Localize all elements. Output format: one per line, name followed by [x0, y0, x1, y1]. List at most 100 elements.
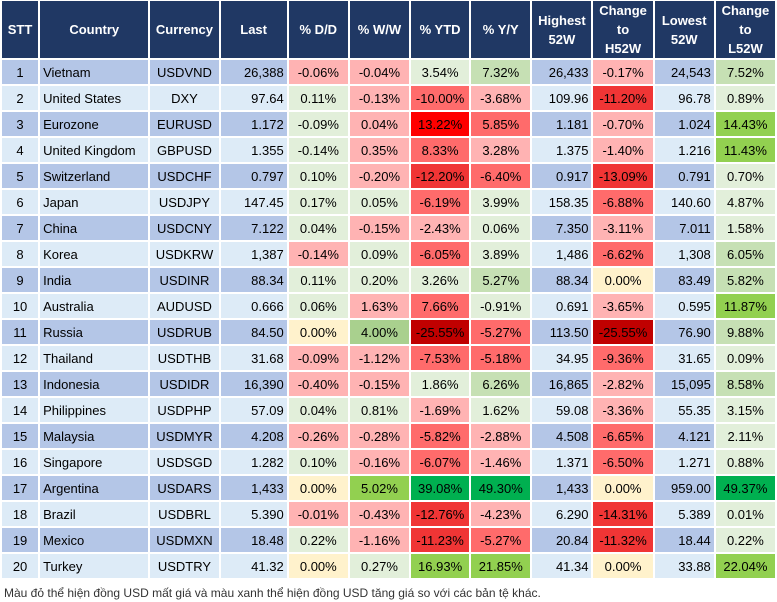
cell-l52: 5.82%: [715, 268, 775, 292]
cell-last: 147.45: [220, 190, 287, 214]
cell-ytd: -11.23%: [411, 528, 470, 552]
footnote: Màu đỏ thể hiện đồng USD mất giá và màu …: [4, 586, 541, 600]
column-header[interactable]: % W/W: [349, 1, 410, 58]
cell-ytd: 16.93%: [411, 554, 470, 578]
cell-h52: -0.17%: [593, 60, 653, 84]
cell-country: Vietnam: [40, 60, 149, 84]
table-row: 15 Malaysia USDMYR 4.208 -0.26% -0.28% -5.82% -…: [2, 424, 775, 448]
table-row: 1 Vietnam USDVND 26,388 -0.06% -0.04% 3.54% 7.3…: [2, 60, 775, 84]
column-header-label: % W/W: [357, 22, 402, 37]
cell-ytd: 1.86%: [411, 372, 470, 396]
cell-low: 7.011: [654, 216, 714, 240]
cell-low: 5.389: [654, 502, 714, 526]
column-header-label: % Y/Y: [482, 22, 519, 37]
cell-h52: -6.50%: [593, 450, 653, 474]
column-header-label: Highest: [538, 12, 586, 28]
cell-dd: -0.26%: [288, 424, 348, 448]
cell-ww: -0.28%: [349, 424, 410, 448]
column-header[interactable]: % D/D: [288, 1, 348, 58]
cell-ww: 0.20%: [349, 268, 410, 292]
cell-high: 4.508: [532, 424, 592, 448]
cell-l52: 22.04%: [715, 554, 775, 578]
cell-ytd: -6.05%: [411, 242, 470, 266]
column-header-label: to: [616, 22, 630, 37]
cell-low: 33.88: [654, 554, 714, 578]
cell-stt: 7: [2, 216, 39, 240]
cell-high: 16,865: [532, 372, 592, 396]
cell-currency: USDIDR: [150, 372, 219, 396]
column-header[interactable]: Change to L52W: [715, 1, 775, 58]
table-row: 19 Mexico USDMXN 18.48 0.22% -1.16% -11.23% -5.…: [2, 528, 775, 552]
cell-low: 0.791: [654, 164, 714, 188]
cell-yy: 5.85%: [471, 112, 531, 136]
cell-stt: 16: [2, 450, 39, 474]
cell-country: Indonesia: [40, 372, 149, 396]
cell-high: 1,433: [532, 476, 592, 500]
cell-last: 0.666: [220, 294, 287, 318]
column-header[interactable]: Change to H52W: [593, 1, 653, 58]
cell-currency: DXY: [150, 86, 219, 110]
cell-high: 1.181: [532, 112, 592, 136]
cell-ww: 0.81%: [349, 398, 410, 422]
column-header-label: L52W: [728, 41, 763, 56]
cell-high: 113.50: [532, 320, 592, 344]
cell-ww: 1.63%: [349, 294, 410, 318]
cell-last: 31.68: [220, 346, 287, 370]
cell-ww: -0.16%: [349, 450, 410, 474]
column-header[interactable]: % YTD: [411, 1, 470, 58]
cell-h52: -9.36%: [593, 346, 653, 370]
cell-yy: 3.99%: [471, 190, 531, 214]
column-header[interactable]: Last: [220, 1, 287, 58]
cell-ww: 0.35%: [349, 138, 410, 162]
cell-low: 1,308: [654, 242, 714, 266]
cell-last: 41.32: [220, 554, 287, 578]
cell-currency: USDINR: [150, 268, 219, 292]
column-header[interactable]: Highest 52W: [532, 1, 592, 58]
cell-stt: 13: [2, 372, 39, 396]
cell-ytd: -12.20%: [411, 164, 470, 188]
cell-country: China: [40, 216, 149, 240]
cell-l52: 8.58%: [715, 372, 775, 396]
cell-dd: 0.11%: [288, 268, 348, 292]
column-header-label: Change: [599, 3, 647, 18]
column-header[interactable]: STT: [2, 1, 39, 58]
column-header-label: 52W: [548, 31, 576, 47]
cell-yy: -1.46%: [471, 450, 531, 474]
cell-ww: -0.04%: [349, 60, 410, 84]
cell-l52: 14.43%: [715, 112, 775, 136]
cell-ww: -0.43%: [349, 502, 410, 526]
column-header-label: STT: [7, 22, 33, 37]
column-header-label: Lowest: [661, 12, 707, 28]
column-header-label: Change: [721, 3, 770, 18]
table-row: 18 Brazil USDBRL 5.390 -0.01% -0.43% -12.76% -4…: [2, 502, 775, 526]
cell-high: 1.371: [532, 450, 592, 474]
cell-high: 1,486: [532, 242, 592, 266]
cell-h52: 0.00%: [593, 476, 653, 500]
cell-ytd: 3.54%: [411, 60, 470, 84]
cell-low: 0.595: [654, 294, 714, 318]
cell-l52: 1.58%: [715, 216, 775, 240]
column-header[interactable]: % Y/Y: [471, 1, 531, 58]
cell-h52: -6.62%: [593, 242, 653, 266]
cell-stt: 8: [2, 242, 39, 266]
cell-yy: -3.68%: [471, 86, 531, 110]
column-header[interactable]: Currency: [150, 1, 219, 58]
cell-last: 1,433: [220, 476, 287, 500]
cell-h52: -6.88%: [593, 190, 653, 214]
column-header[interactable]: Country: [40, 1, 149, 58]
cell-yy: 49.30%: [471, 476, 531, 500]
table-row: 2 United States DXY 97.64 0.11% -0.13% -10.00%…: [2, 86, 775, 110]
cell-stt: 9: [2, 268, 39, 292]
cell-stt: 15: [2, 424, 39, 448]
cell-country: Argentina: [40, 476, 149, 500]
cell-high: 1.375: [532, 138, 592, 162]
table-row: 10 Australia AUDUSD 0.666 0.06% 1.63% 7.66% -0.…: [2, 294, 775, 318]
cell-low: 24,543: [654, 60, 714, 84]
cell-l52: 9.88%: [715, 320, 775, 344]
cell-h52: -3.11%: [593, 216, 653, 240]
cell-yy: 6.26%: [471, 372, 531, 396]
cell-dd: 0.10%: [288, 450, 348, 474]
cell-currency: USDMYR: [150, 424, 219, 448]
column-header[interactable]: Lowest 52W: [654, 1, 714, 58]
cell-currency: EURUSD: [150, 112, 219, 136]
